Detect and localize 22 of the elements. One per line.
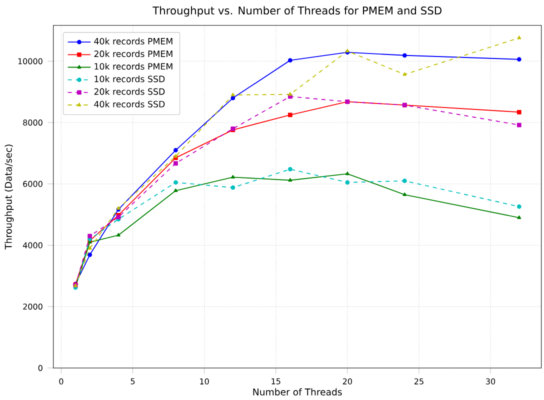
y-tick-label: 0 [38, 364, 42, 372]
legend-label: 10k records PMEM [94, 62, 172, 70]
y-tick-label: 6000 [23, 180, 42, 187]
y-tick-label: 2000 [23, 304, 42, 310]
legend-label: 20k records SSD [94, 88, 165, 95]
y-axis-title: Throughput (Data/sec) [4, 144, 14, 250]
legend-label: 20k records PMEM [94, 50, 172, 58]
x-tick-label: 5 [130, 378, 135, 384]
legend-label: 40k records PMEM [94, 38, 172, 44]
y-tick-label: 8000 [23, 120, 42, 126]
x-tick-label: 30 [486, 378, 496, 384]
x-tick-label: 0 [59, 378, 64, 384]
y-tick-label: 10000 [18, 58, 42, 64]
legend-label: 40k records SSD [94, 100, 165, 108]
x-tick-label: 25 [414, 378, 424, 384]
x-tick-label: 20 [342, 378, 352, 384]
x-tick-label: 15 [272, 378, 280, 384]
chart-title: Throughput vs. Number of Threads for PMEM and SSD [152, 6, 442, 17]
y-tick-label: 4000 [22, 242, 42, 248]
x-tick-label: 10 [200, 378, 209, 384]
legend-label: 10k records SSD [94, 76, 165, 82]
x-axis-title: Number of Threads [253, 388, 342, 396]
